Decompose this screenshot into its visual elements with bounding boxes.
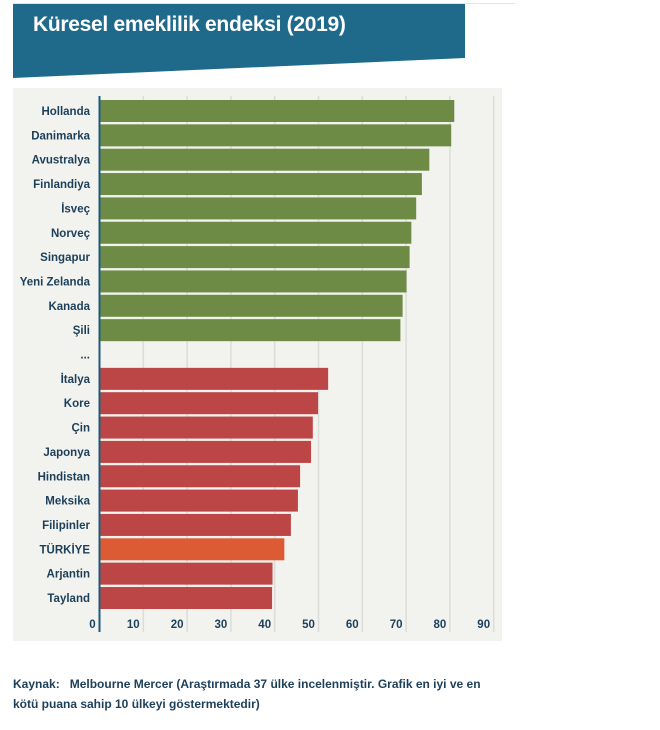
category-label: İtalya — [61, 373, 91, 386]
bar — [99, 367, 329, 390]
x-tick-label: 20 — [171, 619, 184, 631]
category-label: Danimarka — [31, 130, 90, 142]
source-label: Kaynak: — [13, 677, 60, 691]
category-label: ... — [80, 350, 90, 362]
x-tick-label: 90 — [477, 619, 490, 631]
x-tick-label: 50 — [302, 619, 315, 631]
category-label: Şili — [73, 325, 90, 337]
bar — [99, 538, 285, 561]
category-label: Yeni Zelanda — [20, 276, 91, 288]
source-text: Melbourne Mercer (Araştırmada 37 ülke in… — [13, 677, 481, 711]
category-label: Arjantin — [47, 569, 90, 581]
bar — [99, 562, 273, 585]
x-tick-label: 60 — [346, 619, 359, 631]
x-tick-label: 80 — [434, 619, 447, 631]
bar — [99, 319, 401, 342]
bar — [99, 246, 410, 269]
bar — [99, 148, 430, 171]
category-label: Çin — [71, 423, 90, 435]
category-label: Hindistan — [38, 471, 90, 483]
bar — [99, 197, 417, 220]
x-tick-label: 10 — [127, 619, 140, 631]
bar — [99, 270, 407, 293]
category-label: Tayland — [47, 593, 90, 605]
category-label: Meksika — [45, 496, 90, 508]
bar — [99, 100, 455, 122]
category-label: Japonya — [43, 447, 90, 459]
category-label: Finlandiya — [33, 179, 90, 191]
bar-chart: Hollanda Danimarka Avustralya Finlandiya İsv… — [20, 96, 495, 632]
x-tick-label: 70 — [390, 619, 403, 631]
category-label: TÜRKİYE — [40, 543, 91, 556]
category-label: Kore — [64, 398, 90, 410]
category-label: Hollanda — [41, 106, 90, 118]
category-label: Norveç — [51, 228, 91, 240]
chart-title: Küresel emeklilik endeksi (2019) — [33, 13, 346, 36]
bar — [99, 416, 313, 439]
bar — [99, 173, 422, 196]
category-label: Kanada — [48, 301, 90, 313]
bar — [99, 294, 403, 317]
category-label: İsveç — [61, 202, 90, 215]
bar — [99, 124, 452, 147]
bar — [99, 392, 319, 415]
x-tick-label: 30 — [215, 619, 228, 631]
top-divider — [13, 3, 515, 4]
bar — [99, 513, 291, 536]
x-tick-label: 40 — [258, 619, 271, 631]
bar — [99, 489, 298, 512]
category-label: Avustralya — [32, 155, 91, 167]
x-tick-label: 0 — [89, 619, 95, 631]
bar — [99, 465, 301, 488]
bar — [99, 587, 273, 609]
category-label: Filipinler — [42, 520, 90, 532]
bar — [99, 221, 412, 244]
bar — [99, 440, 312, 463]
category-label: Singapur — [40, 252, 90, 264]
source-note: Kaynak: Melbourne Mercer (Araştırmada 37… — [13, 674, 503, 714]
